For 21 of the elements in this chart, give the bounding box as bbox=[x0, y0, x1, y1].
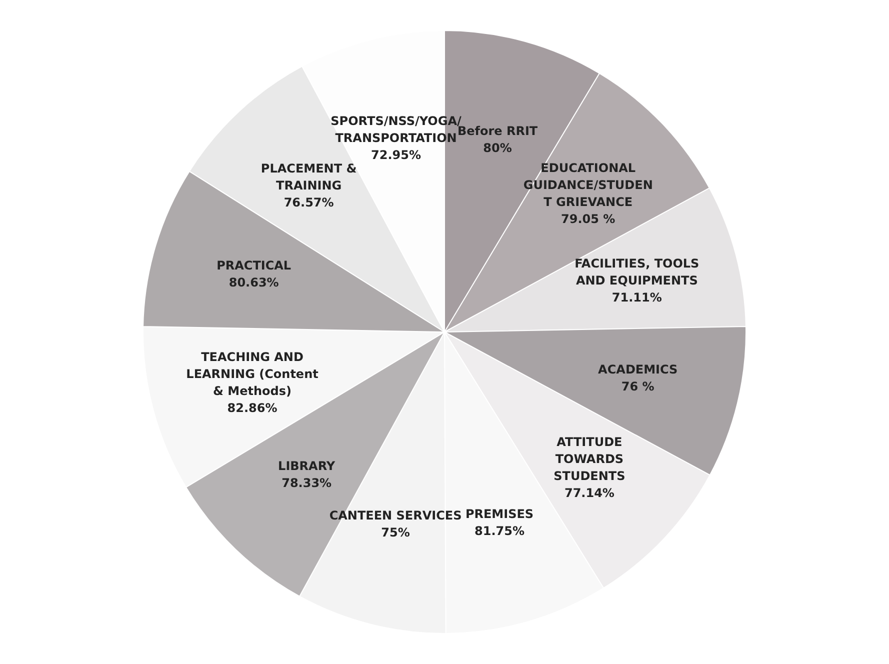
slice-label: FACILITIES, TOOLS AND EQUIPMENTS bbox=[574, 256, 700, 288]
slice-label: CANTEEN SERVICES bbox=[329, 508, 462, 522]
data-label: 71.11% bbox=[612, 290, 662, 304]
data-label: 76 % bbox=[621, 380, 654, 394]
data-label: 80% bbox=[483, 140, 512, 155]
data-label: 76.57% bbox=[284, 196, 334, 210]
data-label: 77.14% bbox=[564, 486, 614, 500]
data-label: 79.05 % bbox=[561, 212, 616, 226]
data-label: 80.63% bbox=[228, 276, 279, 290]
slice-label: LIBRARY bbox=[278, 459, 336, 474]
data-label: 78.33% bbox=[282, 476, 332, 490]
data-label: 72.95% bbox=[371, 148, 422, 162]
slice-label: PLACEMENT & TRAINING bbox=[260, 162, 357, 193]
slice-label: PREMISES bbox=[465, 506, 534, 521]
slice-label: PRACTICAL bbox=[216, 258, 292, 273]
slice-label: ATTITUDE TOWARDS STUDENTS bbox=[554, 434, 626, 483]
data-label: 75% bbox=[381, 525, 410, 540]
data-label: 81.75% bbox=[474, 524, 524, 538]
data-label: 82.86% bbox=[227, 401, 278, 416]
slice-label: ACADEMICS bbox=[598, 362, 678, 377]
slice-label: TEACHING AND LEARNING (Content & Methods) bbox=[186, 350, 319, 398]
